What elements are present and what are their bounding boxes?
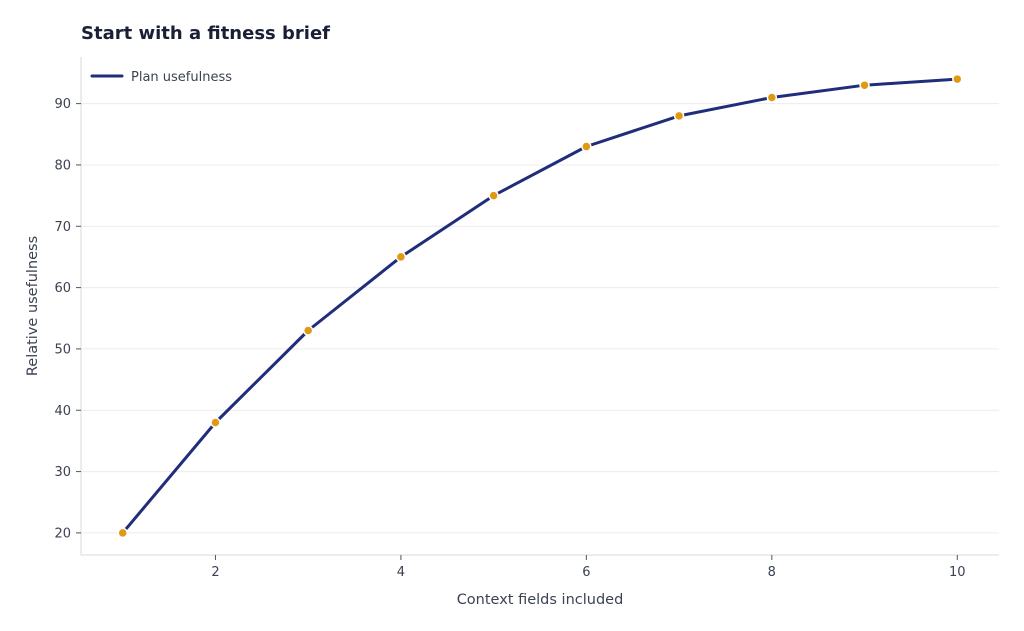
y-tick-label-70: 70 [54,220,71,235]
y-tick-label-80: 80 [54,158,71,173]
chart-title: Start with a fitness brief [81,23,330,44]
y-tick-label-60: 60 [54,281,71,296]
legend-label: Plan usefulness [131,70,232,85]
series-group [117,73,963,539]
y-axis-ticks: 20 30 40 50 60 70 80 90 [54,97,81,541]
legend: Plan usefulness [90,70,232,85]
x-tick-label-2: 2 [211,565,219,580]
y-tick-label-40: 40 [54,404,71,419]
y-tick-label-90: 90 [54,97,71,112]
series-line-0 [121,77,959,535]
x-axis-label: Context fields included [457,592,624,608]
data-point-5 [488,190,499,201]
x-axis-ticks: 2 4 6 8 10 [211,555,966,580]
data-point-6 [581,141,592,152]
y-tick-label-20: 20 [54,526,71,541]
data-point-2 [210,417,221,428]
x-tick-label-6: 6 [582,565,590,580]
data-point-10 [952,73,963,85]
x-tick-label-4: 4 [397,565,405,580]
x-tick-label-8: 8 [768,565,776,580]
y-tick-label-50: 50 [54,342,71,357]
y-tick-label-30: 30 [54,465,71,480]
data-point-1 [117,527,128,539]
data-point-3 [302,325,314,336]
y-axis-label: Relative usefulness [25,236,41,376]
data-point-8 [766,92,778,103]
gridlines [81,103,999,534]
x-tick-label-10: 10 [949,565,966,580]
data-point-4 [395,251,407,263]
data-point-9 [859,79,870,91]
data-point-7 [673,110,685,122]
